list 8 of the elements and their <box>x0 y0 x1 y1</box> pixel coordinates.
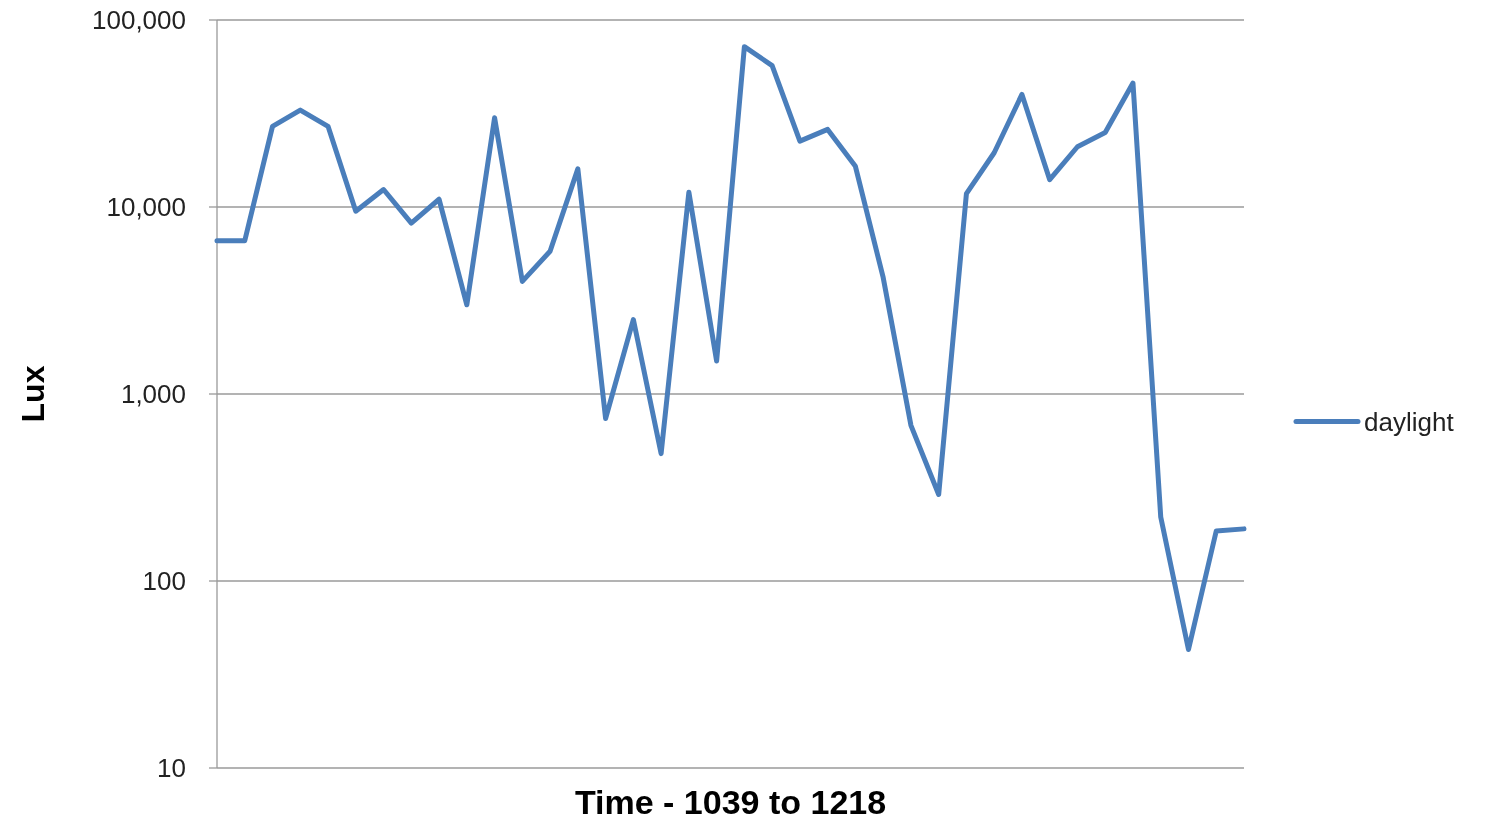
y-tick-label: 1,000 <box>120 379 186 410</box>
x-axis-title: Time - 1039 to 1218 <box>574 783 887 821</box>
y-axis-title: Lux <box>15 365 51 423</box>
legend-label: daylight <box>1364 406 1455 437</box>
y-tick-label: 100,000 <box>92 5 186 36</box>
y-tick-label: 10,000 <box>106 192 186 223</box>
y-tick-label: 100 <box>142 566 186 597</box>
y-tick-label: 10 <box>157 753 186 784</box>
